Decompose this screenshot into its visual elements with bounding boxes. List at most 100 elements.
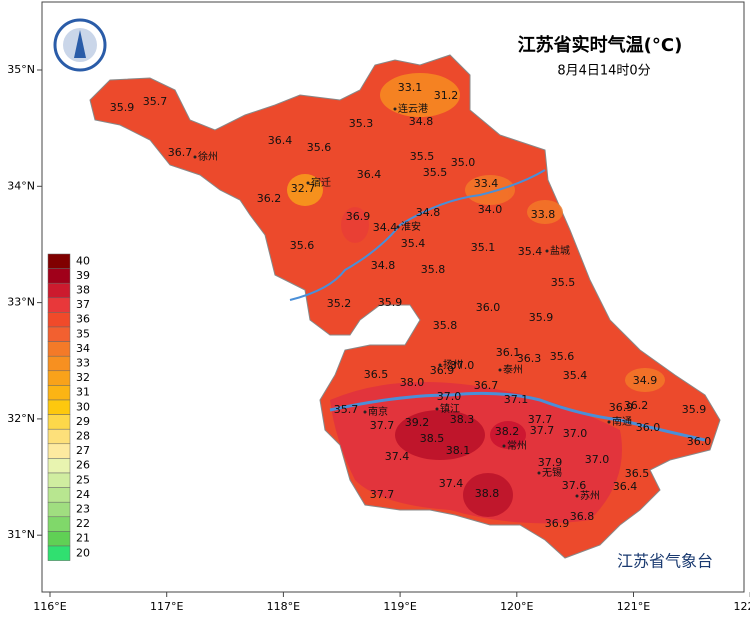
legend-label: 26 — [76, 459, 90, 472]
legend-swatch — [47, 516, 71, 532]
station-value: 38.1 — [446, 444, 471, 457]
station-value: 36.5 — [364, 368, 389, 381]
station-value: 36.4 — [268, 134, 293, 147]
station-value: 37.0 — [437, 390, 462, 403]
station-value: 34.9 — [633, 374, 658, 387]
legend-swatch — [47, 326, 71, 342]
city-dot — [306, 181, 310, 185]
city-dot — [498, 368, 502, 372]
station-value: 35.7 — [143, 95, 168, 108]
station-value: 36.0 — [687, 435, 712, 448]
station-value: 37.7 — [370, 488, 395, 501]
lat-label: 35°N — [7, 63, 35, 76]
city-name: 苏州 — [580, 489, 600, 502]
legend-swatch — [47, 341, 71, 357]
city-dot — [607, 420, 611, 424]
legend-label: 39 — [76, 269, 90, 282]
legend-label: 29 — [76, 415, 90, 428]
lat-label: 33°N — [7, 296, 35, 309]
station-value: 35.6 — [290, 239, 315, 252]
station-value: 36.9 — [609, 401, 634, 414]
city-dot — [545, 249, 549, 253]
legend-label: 21 — [76, 532, 90, 545]
legend-swatch — [47, 428, 71, 445]
legend-label: 30 — [76, 400, 90, 413]
station-value: 36.9 — [545, 517, 570, 530]
city-name: 连云港 — [398, 102, 428, 115]
legend-swatch — [47, 487, 71, 503]
subtitle: 8月4日14时0分 — [557, 64, 650, 79]
station-value: 37.7 — [370, 419, 395, 432]
station-value: 36.5 — [625, 467, 650, 480]
legend-label: 34 — [76, 342, 90, 355]
city-name: 常州 — [507, 439, 527, 452]
station-value: 35.4 — [401, 237, 426, 250]
station-value: 33.4 — [474, 177, 499, 190]
legend-label: 36 — [76, 313, 90, 326]
legend-label: 31 — [76, 386, 90, 399]
station-value: 34.4 — [373, 221, 398, 234]
city-dot — [502, 444, 506, 448]
legend-swatch — [47, 458, 71, 474]
city-dot — [193, 155, 197, 159]
city-dot — [396, 225, 400, 229]
legend-swatch — [47, 414, 71, 430]
legend-swatch — [47, 268, 71, 284]
legend-label: 25 — [76, 473, 90, 486]
legend-label: 33 — [76, 357, 90, 370]
legend-swatch — [47, 531, 71, 547]
title: 江苏省实时气温(°C) — [518, 34, 683, 56]
legend-swatch — [47, 385, 71, 401]
station-value: 36.7 — [168, 146, 193, 159]
station-value: 34.0 — [478, 203, 503, 216]
station-value: 35.9 — [529, 311, 554, 324]
legend-label: 37 — [76, 298, 90, 311]
city-name: 南京 — [368, 405, 388, 418]
city-dot — [537, 471, 541, 475]
lon-label: 122°E — [733, 600, 750, 613]
station-value: 37.0 — [450, 359, 475, 372]
city-name: 南通 — [612, 415, 632, 428]
station-value: 37.6 — [562, 479, 587, 492]
city-dot — [435, 407, 439, 411]
lat-label: 34°N — [7, 179, 35, 192]
station-value: 36.9 — [346, 210, 371, 223]
legend-swatch — [47, 312, 71, 328]
legend-swatch — [47, 282, 71, 299]
station-value: 36.4 — [357, 168, 382, 181]
legend-swatch — [47, 399, 71, 415]
city-name: 宿迁 — [311, 176, 331, 189]
station-value: 38.2 — [495, 425, 520, 438]
station-value: 35.5 — [423, 166, 448, 179]
lat-label: 31°N — [7, 528, 35, 541]
city-name: 扬州 — [443, 358, 463, 371]
station-value: 37.1 — [504, 393, 529, 406]
station-value: 36.7 — [474, 379, 499, 392]
station-value: 34.8 — [409, 115, 434, 128]
station-value: 36.2 — [624, 399, 649, 412]
station-value: 31.2 — [434, 89, 459, 102]
legend-label: 40 — [76, 254, 90, 267]
station-value: 36.8 — [570, 510, 595, 523]
station-value: 34.8 — [416, 206, 441, 219]
legend-swatch — [47, 545, 71, 561]
legend-swatch — [47, 355, 71, 372]
station-value: 38.5 — [420, 432, 445, 445]
station-value: 33.1 — [398, 81, 423, 94]
river — [289, 169, 546, 301]
footer: 江苏省气象台 — [617, 552, 713, 571]
city-name: 徐州 — [198, 150, 218, 163]
station-value: 35.4 — [563, 369, 588, 382]
station-value: 38.8 — [475, 487, 500, 500]
station-value: 36.9 — [430, 364, 455, 377]
station-value: 35.5 — [410, 150, 435, 163]
city-dot — [438, 363, 442, 367]
legend-label: 35 — [76, 327, 90, 340]
city-name: 镇江 — [440, 402, 460, 415]
city-name: 淮安 — [401, 220, 421, 233]
legend-label: 22 — [76, 517, 90, 530]
station-value: 35.2 — [327, 297, 352, 310]
station-value: 38.0 — [400, 376, 425, 389]
lon-label: 117°E — [150, 600, 183, 613]
